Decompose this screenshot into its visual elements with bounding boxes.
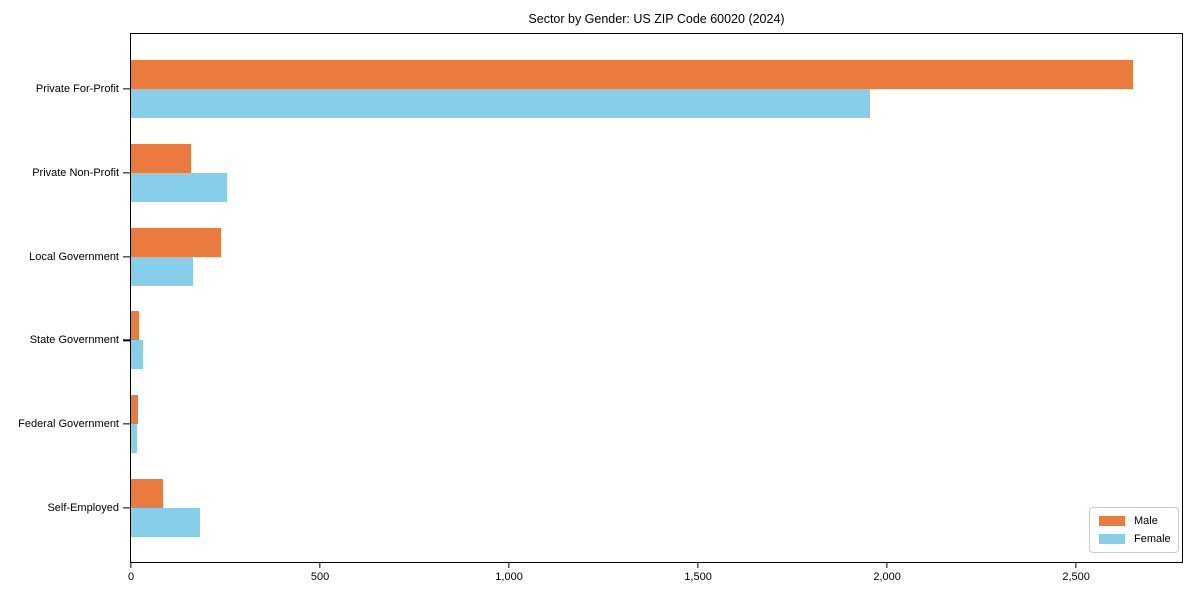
y-tick-label-local-government: Local Government bbox=[29, 250, 119, 263]
x-tick-label-500: 500 bbox=[310, 571, 330, 583]
legend: Male Female bbox=[1089, 507, 1179, 553]
y-tick-mark bbox=[123, 172, 130, 174]
x-tick-label-0: 0 bbox=[127, 571, 135, 583]
bar-male-private-for-profit bbox=[131, 60, 1133, 89]
female-series-swatch bbox=[1099, 534, 1125, 544]
y-tick-mark bbox=[123, 507, 130, 509]
y-tick-mark bbox=[123, 255, 130, 258]
bar-female-private-non-profit bbox=[131, 172, 228, 202]
x-axis: 0 500 1,000 1,500 2,000 2,500 bbox=[127, 562, 1182, 596]
y-tick-mark bbox=[123, 88, 130, 90]
male-series-swatch bbox=[1099, 516, 1125, 526]
bar-female-self-employed bbox=[131, 507, 200, 537]
bar-male-self-employed bbox=[131, 478, 163, 508]
bar-group-local-government: Local Government bbox=[29, 227, 1182, 286]
bar-female-federal-government bbox=[131, 424, 137, 454]
y-tick-label-private-for-profit: Private For-Profit bbox=[35, 83, 119, 95]
chart-title: Sector by Gender: US ZIP Code 60020 (202… bbox=[528, 12, 785, 26]
bar-group-federal-government: Federal Government bbox=[18, 395, 1182, 454]
x-tick-mark bbox=[319, 562, 321, 568]
x-tick-mark bbox=[1075, 562, 1077, 568]
y-tick-label-private-non-profit: Private Non-Profit bbox=[32, 166, 119, 179]
y-tick-mark bbox=[123, 423, 130, 425]
x-tick-mark bbox=[130, 562, 132, 568]
y-tick-mark bbox=[123, 339, 130, 342]
x-tick-label-2000: 2,000 bbox=[873, 571, 901, 583]
x-tick-mark bbox=[697, 562, 699, 568]
legend-item-male: Male bbox=[1099, 515, 1169, 527]
bar-female-private-for-profit bbox=[131, 89, 871, 118]
y-tick-label-state-government: State Government bbox=[29, 334, 119, 347]
x-tick-mark bbox=[886, 562, 888, 568]
bar-female-local-government bbox=[131, 256, 194, 286]
legend-label-male: Male bbox=[1134, 515, 1158, 527]
bar-group-private-non-profit: Private Non-Profit bbox=[32, 143, 1182, 202]
x-tick-label-2500: 2,500 bbox=[1062, 571, 1090, 583]
x-tick-label-1000: 1,000 bbox=[495, 571, 523, 583]
bar-male-private-non-profit bbox=[131, 143, 191, 173]
bar-group-state-government: State Government bbox=[30, 311, 1182, 370]
bar-male-federal-government bbox=[131, 395, 138, 425]
y-tick-label-self-employed: Self-Employed bbox=[47, 501, 119, 514]
y-tick-label-federal-government: Federal Government bbox=[18, 418, 119, 431]
bar-female-state-government bbox=[131, 340, 144, 370]
bars-container: Private For-Profit Private Non-Profit Loca… bbox=[18, 34, 1182, 562]
legend-label-female: Female bbox=[1134, 533, 1171, 545]
bar-group-self-employed: Self-Employed bbox=[47, 478, 1182, 537]
bar-male-state-government bbox=[131, 311, 140, 341]
plot-area: Private For-Profit Private Non-Profit Loca… bbox=[18, 33, 1183, 583]
x-tick-label-1500: 1,500 bbox=[684, 571, 712, 583]
legend-item-female: Female bbox=[1099, 533, 1171, 545]
bar-male-local-government bbox=[131, 227, 222, 257]
x-tick-mark bbox=[508, 562, 510, 568]
bar-group-private-for-profit: Private For-Profit bbox=[36, 60, 1182, 118]
